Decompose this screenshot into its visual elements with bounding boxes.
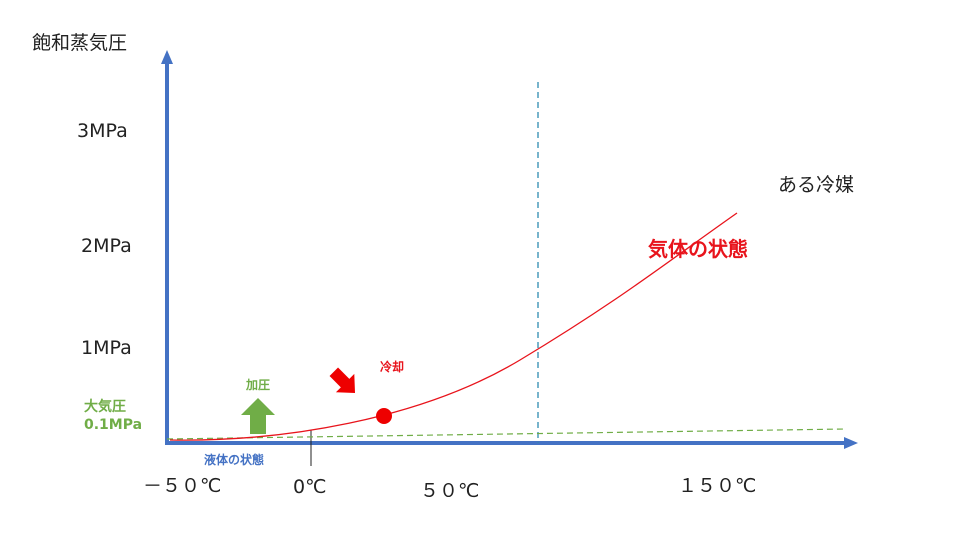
atmospheric-label-line2: 0.1MPa — [84, 417, 143, 433]
saturation-curve — [169, 212, 738, 441]
pressurize-label: 加圧 — [246, 378, 271, 392]
x-tick-0: 0℃ — [293, 476, 327, 498]
x-tick-50: ５０℃ — [420, 480, 480, 502]
gas-state-label: 気体の状態 — [648, 237, 748, 261]
x-axis-arrowhead — [844, 437, 858, 449]
refrigerant-label: ある冷媒 — [778, 174, 855, 196]
atmospheric-label-line1: 大気圧 — [84, 399, 126, 415]
y-tick-3mpa: 3MPa — [77, 120, 128, 142]
y-axis-arrowhead — [161, 50, 173, 64]
y-tick-2mpa: 2MPa — [81, 235, 132, 257]
arrow-down-left-icon — [329, 367, 365, 403]
x-tick-150: １５０℃ — [678, 475, 757, 497]
x-tick-minus-50: －５０℃ — [143, 475, 222, 497]
atmospheric-pressure-label: 大気圧 0.1MPa — [84, 398, 142, 434]
y-tick-1mpa: 1MPa — [81, 337, 132, 359]
liquid-state-label: 液体の状態 — [204, 453, 265, 467]
state-point — [376, 408, 392, 424]
atmospheric-pressure-line — [166, 428, 847, 440]
arrow-up-icon — [241, 398, 275, 434]
cooling-label: 冷却 — [380, 360, 405, 374]
y-axis-title: 飽和蒸気圧 — [32, 32, 128, 54]
